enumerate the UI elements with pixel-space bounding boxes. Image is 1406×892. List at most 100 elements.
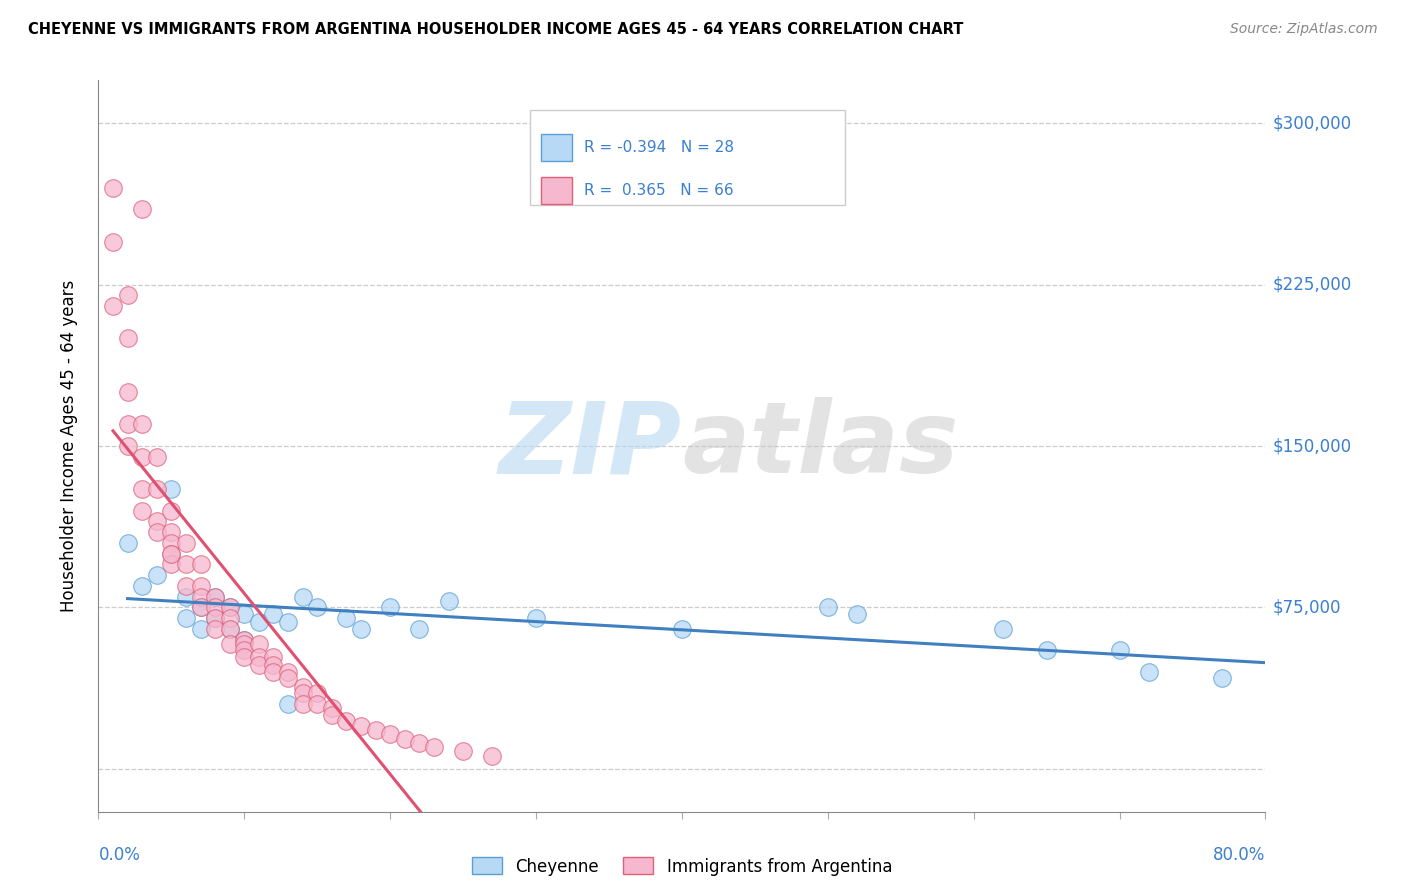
Point (101, 235, 124, 249)
Point (437, 594, 460, 608)
Point (350, 622, 373, 636)
Point (204, 590, 226, 604)
Point (1108, 643, 1130, 657)
Point (671, 622, 693, 636)
Point (364, 723, 387, 737)
Point (117, 331, 139, 345)
Point (350, 719, 373, 733)
Text: ZIP: ZIP (499, 398, 682, 494)
Point (335, 611, 357, 625)
Point (262, 607, 284, 621)
Point (131, 482, 153, 496)
Point (160, 524, 183, 539)
Point (174, 611, 197, 625)
Point (174, 579, 197, 593)
Point (451, 744, 474, 758)
Point (247, 649, 270, 664)
Point (190, 558, 212, 572)
Point (423, 740, 446, 755)
Point (291, 590, 314, 604)
Point (146, 514, 169, 528)
Point (247, 637, 270, 651)
Point (160, 482, 183, 496)
Point (146, 568, 169, 582)
Point (1035, 643, 1057, 657)
Point (218, 622, 240, 636)
Point (247, 615, 270, 630)
Point (277, 665, 299, 679)
Text: $300,000: $300,000 (1272, 114, 1351, 132)
Point (204, 611, 226, 625)
Point (524, 611, 547, 625)
Point (190, 600, 212, 615)
Point (307, 697, 329, 711)
Point (277, 671, 299, 685)
Point (174, 590, 197, 604)
Point (131, 202, 153, 217)
Point (160, 536, 183, 550)
Point (131, 450, 153, 464)
Point (378, 600, 402, 615)
Point (146, 450, 169, 464)
Text: Source: ZipAtlas.com: Source: ZipAtlas.com (1230, 22, 1378, 37)
Text: $150,000: $150,000 (1272, 437, 1351, 455)
Point (277, 615, 299, 630)
Point (307, 600, 329, 615)
Y-axis label: Householder Income Ages 45 - 64 years: Householder Income Ages 45 - 64 years (59, 280, 77, 612)
Point (394, 731, 416, 746)
Point (190, 622, 212, 636)
Point (291, 686, 314, 700)
Point (204, 622, 226, 636)
Point (262, 649, 284, 664)
Point (335, 714, 357, 729)
Point (991, 622, 1014, 636)
Point (117, 385, 139, 400)
Point (321, 701, 343, 715)
Point (233, 643, 256, 657)
Point (190, 590, 212, 604)
Text: R =  0.365   N = 66: R = 0.365 N = 66 (583, 183, 734, 198)
Point (101, 299, 124, 313)
Text: atlas: atlas (682, 398, 959, 494)
Point (247, 658, 270, 673)
Point (190, 600, 212, 615)
Legend: Cheyenne, Immigrants from Argentina: Cheyenne, Immigrants from Argentina (463, 849, 901, 884)
Text: 80.0%: 80.0% (1213, 846, 1265, 863)
Point (408, 736, 430, 750)
Point (277, 697, 299, 711)
Point (307, 686, 329, 700)
Point (233, 632, 256, 647)
Point (1211, 671, 1233, 685)
Point (845, 607, 868, 621)
Point (291, 697, 314, 711)
Point (117, 288, 139, 302)
Point (146, 524, 169, 539)
Point (218, 600, 240, 615)
Point (233, 637, 256, 651)
Point (218, 611, 240, 625)
Point (101, 181, 124, 195)
Point (131, 417, 153, 432)
Point (117, 439, 139, 453)
Text: $225,000: $225,000 (1272, 276, 1351, 293)
Point (204, 611, 226, 625)
Text: CHEYENNE VS IMMIGRANTS FROM ARGENTINA HOUSEHOLDER INCOME AGES 45 - 64 YEARS CORR: CHEYENNE VS IMMIGRANTS FROM ARGENTINA HO… (28, 22, 963, 37)
Text: 0.0%: 0.0% (98, 846, 141, 863)
Point (408, 622, 430, 636)
Point (233, 632, 256, 647)
Point (160, 558, 183, 572)
Point (481, 748, 503, 763)
Text: R = -0.394   N = 28: R = -0.394 N = 28 (583, 140, 734, 155)
Point (204, 600, 226, 615)
Point (117, 536, 139, 550)
Point (131, 579, 153, 593)
Point (218, 600, 240, 615)
Point (160, 547, 183, 561)
Point (262, 658, 284, 673)
Point (204, 590, 226, 604)
Point (262, 665, 284, 679)
Point (160, 503, 183, 517)
Point (131, 503, 153, 517)
Point (291, 680, 314, 694)
Point (190, 579, 212, 593)
